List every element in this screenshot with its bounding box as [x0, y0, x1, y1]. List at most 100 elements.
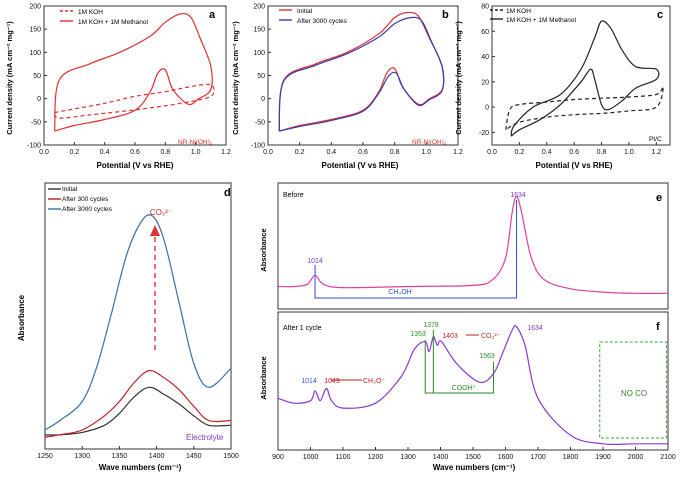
series-line-e-0 [277, 195, 669, 294]
ylabel-f: Absorbance [259, 356, 268, 399]
plot-frame-c [491, 5, 671, 146]
legend-a-1: 1M KOH [78, 9, 103, 16]
panel-e [277, 182, 669, 310]
xtick-label-c: 0.4 [542, 149, 552, 156]
bracket-ch3oh-e [314, 200, 518, 299]
xtick-label-d: 1400 [149, 453, 165, 460]
xlabel-a: Potential (V vs RHE) [97, 161, 174, 170]
xtick-label-c: 0.8 [597, 149, 607, 156]
ytick-label-a: 0 [37, 96, 41, 103]
ytick-label-b: 200 [253, 4, 265, 11]
ytick-label-c: 0 [485, 105, 489, 112]
peak-1403-f: 1403 [442, 333, 458, 340]
panel-f: 900 1000 1100 1200 1300 1400 1500 1600 1700 1800 1… [272, 311, 676, 461]
title-f: After 1 cycle [283, 325, 322, 332]
bracket-label-e: CH₃OH [388, 289, 411, 296]
xtick-label-b: 0.4 [326, 149, 336, 156]
xtick-label-d: 1300 [74, 453, 90, 460]
xtick-label-f: 1500 [465, 454, 481, 461]
xtick-label-a: 0.8 [160, 149, 170, 156]
ylabel-d: Absorbance [17, 294, 26, 341]
xtick-label-a: 1.0 [191, 149, 201, 156]
legend-b-1: Initial [297, 8, 313, 15]
peak-1014-f: 1014 [301, 378, 317, 385]
ytick-label-a: 200 [29, 4, 41, 11]
xlabel-c: Potential (V vs RHE) [536, 161, 613, 170]
xtick-label-f: 1100 [335, 454, 350, 461]
xlabel-b: Potential (V vs RHE) [322, 161, 399, 170]
ytick-label-b: 50 [257, 73, 265, 80]
xtick-label-b: 1.0 [421, 149, 431, 156]
xtick-label-a: 0.0 [39, 149, 49, 156]
xtick-label-f: 1700 [530, 454, 546, 461]
series-line-d-0 [44, 386, 232, 436]
ytick-label-a: -100 [27, 143, 41, 150]
arrow-head-d [150, 225, 160, 236]
legend-b-2: After 3000 cycles [297, 18, 348, 25]
xtick-label-d: 1500 [223, 453, 239, 460]
xtick-label-b: 0.8 [390, 149, 400, 156]
peak-co3-d: CO₃²⁻ [150, 208, 172, 217]
xtick-label-f: 2100 [660, 454, 676, 461]
panel-a: 0.0 0.2 0.4 0.6 0.8 1.0 1.2 -100 -50 0 50 100 150 200 [27, 4, 231, 157]
xtick-label-f: 1600 [498, 454, 514, 461]
peak-1353-f: 1353 [410, 331, 426, 338]
xtick-label-f: 2000 [628, 454, 644, 461]
legend-d-2: After 300 cycles [62, 196, 109, 203]
xtick-label-f: 900 [272, 454, 284, 461]
panel-label-c: c [657, 9, 663, 21]
xtick-label-b: 1.2 [453, 149, 463, 156]
ytick-label-b: 0 [261, 96, 265, 103]
ytick-label-a: -50 [31, 119, 41, 126]
xtick-label-f: 1200 [368, 454, 384, 461]
series-line-a-1 [54, 12, 213, 132]
ytick-label-a: 50 [33, 73, 41, 80]
xtick-label-a: 1.2 [221, 149, 231, 156]
series-line-f-0 [277, 325, 668, 446]
panel-b: 0.0 0.2 0.4 0.6 0.8 1.0 1.2 -100 -50 0 50 100 150 200 [251, 4, 463, 157]
legend-c-1: 1M KOH [506, 8, 531, 15]
legend-d-1: Initial [62, 186, 78, 193]
title-e: Before [283, 192, 304, 199]
xtick-label-c: 0.2 [515, 149, 525, 156]
ytick-label-a: 100 [29, 50, 41, 57]
panel-c: 0.0 0.2 0.4 0.6 0.8 1.0 1.2 -20 0 20 40 60 80 [479, 4, 671, 156]
plot-frame-e [277, 182, 669, 310]
xlabel-f: Wave numbers (cm⁻¹) [433, 463, 516, 472]
plot-frame-d [44, 182, 232, 450]
legend-d-3: After 3000 cycles [62, 206, 113, 213]
ylabel-e: Absorbance [259, 228, 268, 271]
tag-c: Pt/C [649, 136, 662, 143]
xtick-label-f: 1400 [433, 454, 449, 461]
bracket-cooh-f [424, 330, 494, 394]
xtick-label-a: 0.6 [130, 149, 140, 156]
tag-a: NR-Ni(OH)₂ [178, 139, 213, 146]
xtick-label-c: 0.0 [487, 149, 497, 156]
peak-1014-e: 1014 [307, 258, 323, 265]
panel-label-f: f [656, 321, 660, 333]
panel-d: 1250 1300 1350 1400 1450 1500 [37, 182, 239, 460]
panel-label-e: e [656, 192, 662, 204]
xtick-label-c: 1.0 [624, 149, 634, 156]
xtick-label-b: 0.2 [295, 149, 305, 156]
xtick-label-a: 0.2 [69, 149, 79, 156]
xlabel-d: Wave numbers (cm⁻¹) [99, 463, 182, 472]
ylabel-b: Current density (mA cm⁻² mg⁻¹) [231, 21, 240, 135]
ytick-label-b: -50 [255, 119, 265, 126]
xtick-label-f: 1300 [400, 454, 416, 461]
xtick-label-d: 1450 [186, 453, 202, 460]
peak-1049-f: 1049 [324, 378, 340, 385]
ytick-label-c: 80 [481, 4, 489, 11]
series-line-c-1 [510, 20, 660, 137]
panel-label-d: d [224, 187, 231, 199]
xtick-label-d: 1350 [112, 453, 128, 460]
noco-label-f: NO CO [621, 389, 647, 398]
series-line-a-0 [54, 83, 215, 119]
cooh-label-f: COOH⁺ [452, 385, 477, 392]
xtick-label-b: 0.0 [263, 149, 273, 156]
series-line-b-1 [278, 16, 445, 132]
panel-label-a: a [209, 9, 216, 21]
xtick-label-a: 0.4 [100, 149, 110, 156]
peak-1378-f: 1378 [423, 322, 439, 329]
panel-label-b: b [442, 9, 449, 21]
